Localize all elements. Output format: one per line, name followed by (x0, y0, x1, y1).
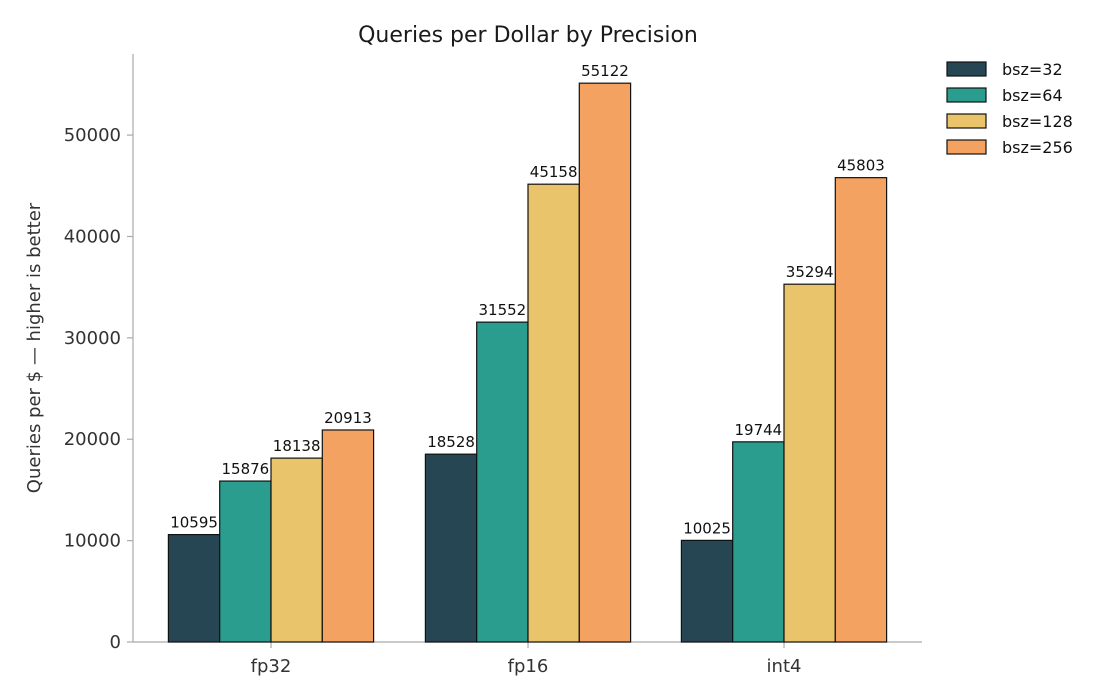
legend-swatch (946, 139, 987, 155)
legend-label: bsz=256 (1002, 138, 1073, 157)
bar-value-label: 35294 (786, 263, 834, 281)
x-tick-label: fp16 (508, 656, 549, 677)
bar-value-label: 19744 (734, 421, 782, 439)
bar (834, 177, 888, 643)
bar-value-label: 18528 (427, 433, 475, 451)
bar-value-label: 20913 (324, 409, 372, 427)
bar (424, 453, 478, 643)
bar (321, 429, 375, 643)
chart-title: Queries per Dollar by Precision (358, 23, 698, 48)
bar (270, 457, 323, 643)
bar-value-label: 45803 (837, 157, 885, 175)
bar-value-label: 10025 (683, 519, 731, 537)
bar (732, 441, 785, 643)
bar (167, 533, 221, 643)
legend-label: bsz=32 (1002, 60, 1063, 79)
y-tick-label: 50000 (64, 125, 121, 146)
bar-value-label: 18138 (273, 437, 321, 455)
legend-swatch (946, 87, 987, 103)
legend-swatch (946, 61, 987, 77)
x-tick-label: fp32 (251, 656, 292, 677)
bar (527, 183, 580, 643)
y-tick-label: 40000 (64, 226, 121, 247)
legend-label: bsz=128 (1002, 112, 1073, 131)
y-tick-label: 0 (110, 632, 121, 653)
bar (578, 82, 632, 643)
bar-value-label: 15876 (221, 460, 269, 478)
legend: bsz=32 bsz=64 bsz=128 bsz=256 (946, 60, 1073, 157)
bar (680, 539, 734, 643)
bar (219, 480, 272, 643)
y-tick-label: 30000 (64, 328, 121, 349)
legend-swatch (946, 113, 987, 129)
bar-value-label: 10595 (170, 514, 218, 532)
y-tick-label: 20000 (64, 429, 121, 450)
bar-value-label: 31552 (478, 301, 526, 319)
legend-label: bsz=64 (1002, 86, 1063, 105)
bar-value-label: 45158 (530, 163, 578, 181)
x-tick-label: int4 (767, 656, 802, 677)
bar (476, 321, 529, 643)
bar (783, 283, 836, 643)
plot-area: 0 10000 20000 30000 40000 50000 fp32 10595 15876… (64, 54, 922, 677)
y-tick-label: 10000 (64, 531, 121, 552)
bar-value-label: 55122 (581, 62, 629, 80)
y-axis-label: Queries per $ — higher is better (24, 202, 45, 493)
